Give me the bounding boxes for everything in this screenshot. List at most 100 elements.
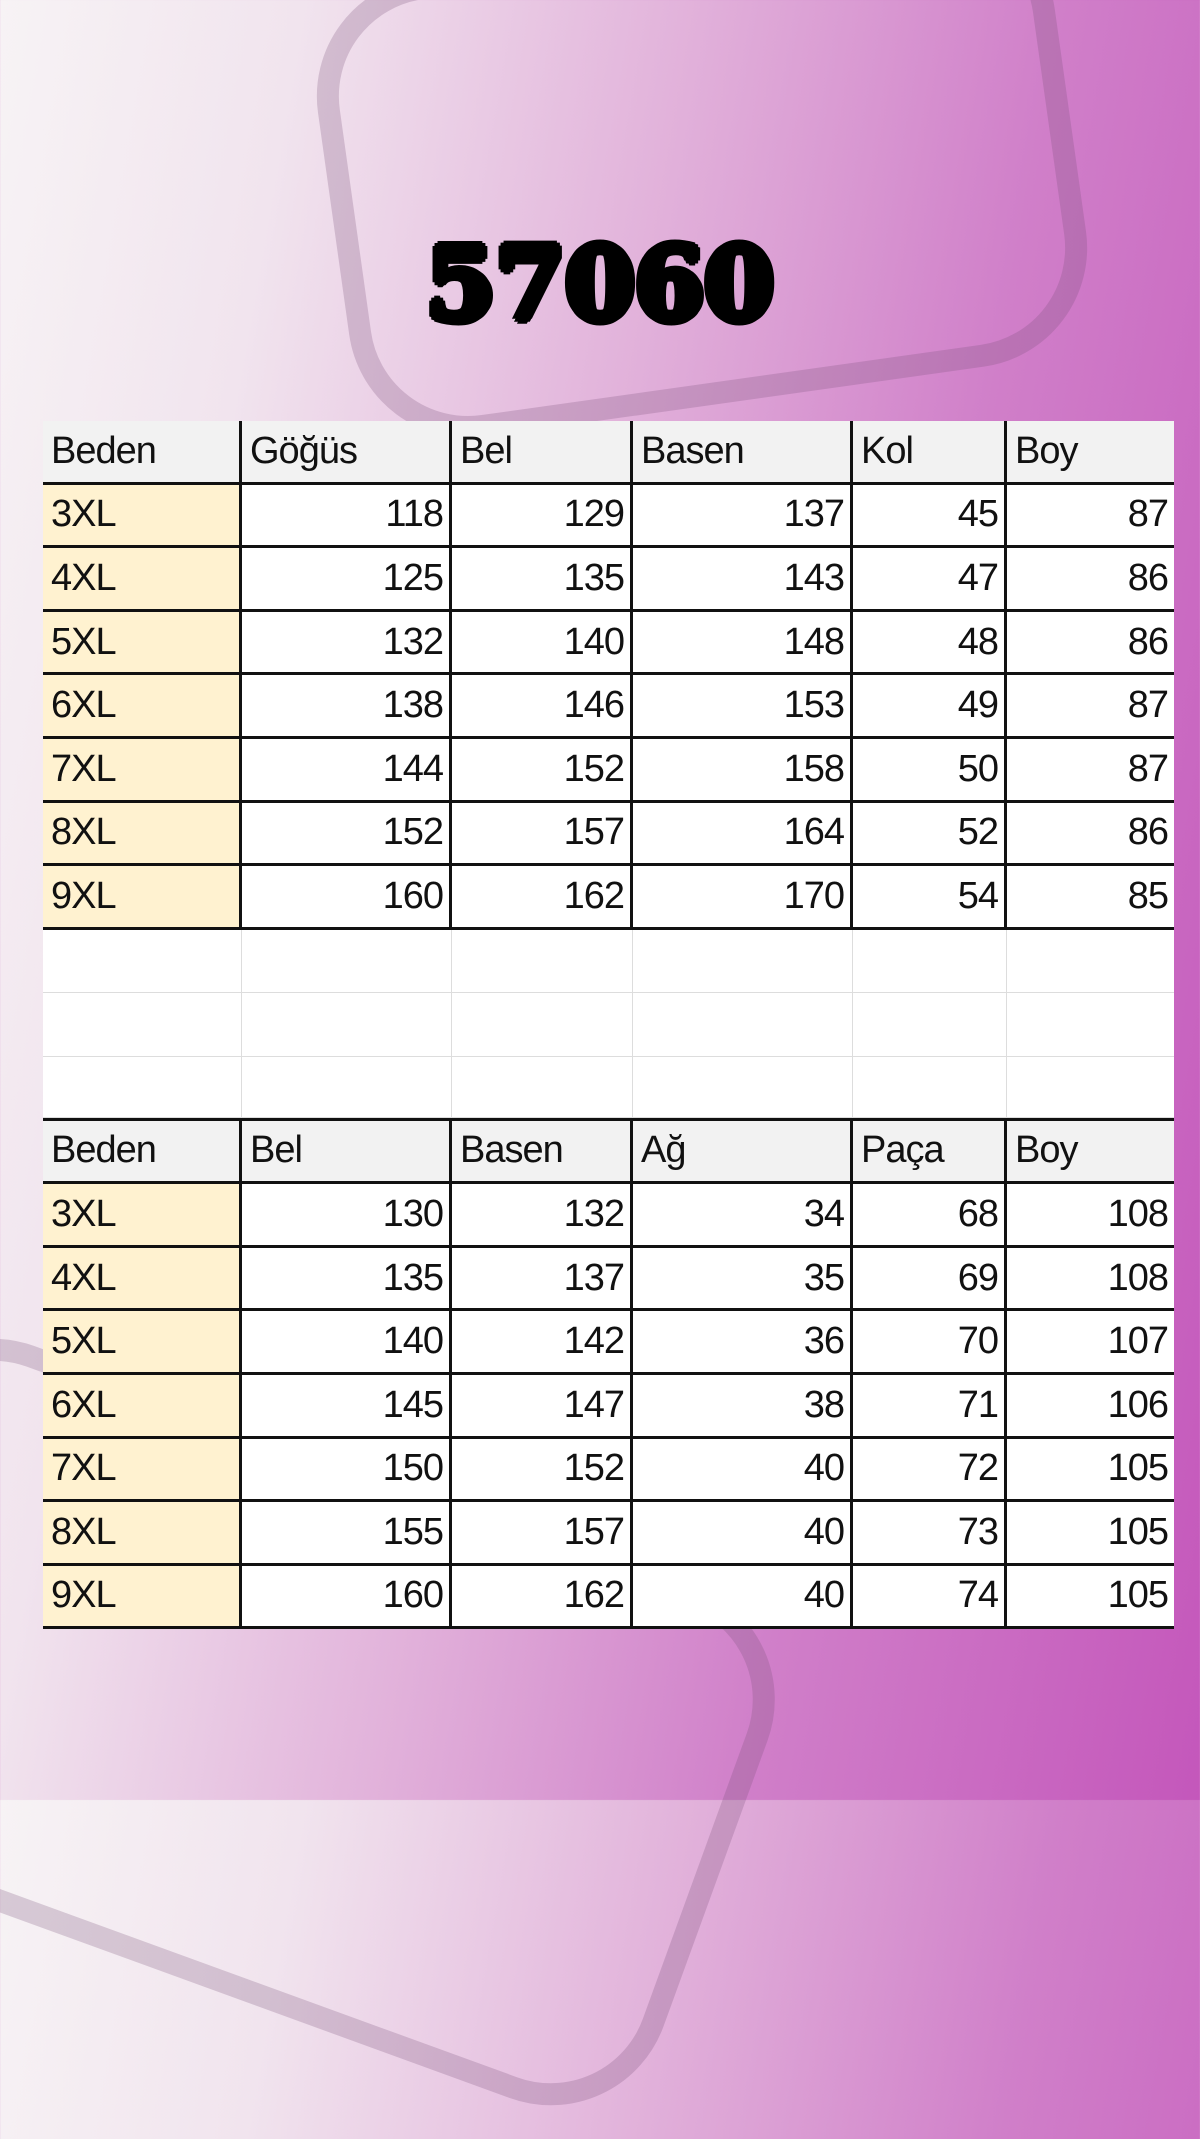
measurement-cell: 143 bbox=[633, 548, 853, 612]
measurement-cell: 72 bbox=[853, 1438, 1007, 1503]
size-cell: 3XL bbox=[43, 1184, 242, 1248]
measurement-cell: 85 bbox=[1007, 866, 1174, 930]
measurement-cell: 107 bbox=[1007, 1311, 1174, 1375]
measurement-cell: 160 bbox=[242, 1565, 452, 1630]
empty-rows bbox=[43, 929, 1174, 1121]
measurement-cell: 135 bbox=[242, 1247, 452, 1312]
size-cell: 9XL bbox=[43, 866, 242, 930]
measurement-cell: 105 bbox=[1007, 1566, 1174, 1630]
measurement-cell: 146 bbox=[452, 675, 633, 739]
table-row: 4XL 125 135 143 47 86 bbox=[43, 548, 1174, 612]
size-chart-sheet: Beden Göğüs Bel Basen Kol Boy 3XL 118 129 137 45 87… bbox=[43, 421, 1174, 1630]
measurement-cell: 152 bbox=[452, 738, 633, 803]
measurement-cell: 135 bbox=[452, 548, 633, 612]
measurement-cell: 40 bbox=[633, 1438, 853, 1503]
size-cell: 5XL bbox=[43, 1311, 242, 1375]
measurement-cell: 152 bbox=[242, 802, 452, 867]
measurement-cell: 35 bbox=[633, 1247, 853, 1312]
measurement-cell: 129 bbox=[452, 484, 633, 549]
table-row: 3XL 130 132 34 68 108 bbox=[43, 1184, 1174, 1248]
size-cell: 5XL bbox=[43, 611, 242, 676]
measurement-cell: 132 bbox=[452, 1184, 633, 1248]
measurement-cell: 137 bbox=[452, 1247, 633, 1312]
measurement-cell: 138 bbox=[242, 675, 452, 739]
measurement-cell: 40 bbox=[633, 1502, 853, 1566]
measurement-cell: 145 bbox=[242, 1374, 452, 1439]
table-row: 9XL 160 162 40 74 105 bbox=[43, 1565, 1174, 1630]
measurement-cell: 125 bbox=[242, 548, 452, 612]
measurement-cell: 86 bbox=[1007, 548, 1174, 612]
measurement-cell: 170 bbox=[633, 866, 853, 930]
table-row: 7XL 150 152 40 72 105 bbox=[43, 1438, 1174, 1503]
measurement-cell: 87 bbox=[1007, 675, 1174, 739]
header-row: Beden Bel Basen Ağ Paça Boy bbox=[43, 1120, 1174, 1185]
measurement-cell: 45 bbox=[853, 484, 1007, 549]
measurement-cell: 87 bbox=[1007, 485, 1174, 549]
size-cell: 6XL bbox=[43, 675, 242, 739]
column-header: Basen bbox=[452, 1120, 633, 1185]
size-cell: 4XL bbox=[43, 1247, 242, 1312]
measurement-cell: 86 bbox=[1007, 803, 1174, 867]
column-header: Ağ bbox=[633, 1120, 853, 1185]
column-header: Bel bbox=[242, 1120, 452, 1185]
column-header: Beden bbox=[43, 421, 242, 485]
column-header: Boy bbox=[1007, 1120, 1174, 1185]
table-row: 8XL 152 157 164 52 86 bbox=[43, 802, 1174, 867]
measurement-cell: 40 bbox=[633, 1565, 853, 1630]
column-header: Kol bbox=[853, 421, 1007, 485]
column-header: Basen bbox=[633, 421, 853, 485]
table-row: 6XL 145 147 38 71 106 bbox=[43, 1374, 1174, 1439]
measurement-cell: 162 bbox=[452, 1565, 633, 1630]
measurement-cell: 148 bbox=[633, 611, 853, 676]
measurement-cell: 157 bbox=[452, 802, 633, 867]
measurement-cell: 130 bbox=[242, 1184, 452, 1248]
size-table-bottom: Beden Bel Basen Ağ Paça Boy 3XL 130 132 34 68 108 4X… bbox=[43, 1120, 1174, 1630]
column-header: Boy bbox=[1007, 421, 1174, 485]
measurement-cell: 106 bbox=[1007, 1375, 1174, 1439]
product-code-title: 57060 bbox=[424, 223, 776, 345]
measurement-cell: 86 bbox=[1007, 612, 1174, 676]
measurement-cell: 105 bbox=[1007, 1439, 1174, 1503]
column-header: Beden bbox=[43, 1120, 242, 1185]
measurement-cell: 147 bbox=[452, 1374, 633, 1439]
column-header: Bel bbox=[452, 421, 633, 485]
measurement-cell: 142 bbox=[452, 1311, 633, 1375]
column-header: Göğüs bbox=[242, 421, 452, 485]
measurement-cell: 38 bbox=[633, 1374, 853, 1439]
header-row: Beden Göğüs Bel Basen Kol Boy bbox=[43, 421, 1174, 485]
table-row: 5XL 140 142 36 70 107 bbox=[43, 1311, 1174, 1375]
table-row: 3XL 118 129 137 45 87 bbox=[43, 484, 1174, 549]
size-cell: 7XL bbox=[43, 1438, 242, 1503]
measurement-cell: 36 bbox=[633, 1311, 853, 1375]
measurement-cell: 73 bbox=[853, 1502, 1007, 1566]
measurement-cell: 47 bbox=[853, 548, 1007, 612]
size-cell: 7XL bbox=[43, 738, 242, 803]
table-row: 6XL 138 146 153 49 87 bbox=[43, 675, 1174, 739]
measurement-cell: 153 bbox=[633, 675, 853, 739]
measurement-cell: 68 bbox=[853, 1184, 1007, 1248]
measurement-cell: 108 bbox=[1007, 1184, 1174, 1248]
size-cell: 4XL bbox=[43, 548, 242, 612]
measurement-cell: 132 bbox=[242, 611, 452, 676]
measurement-cell: 54 bbox=[853, 866, 1007, 930]
table-row: 5XL 132 140 148 48 86 bbox=[43, 611, 1174, 676]
measurement-cell: 157 bbox=[452, 1502, 633, 1566]
measurement-cell: 87 bbox=[1007, 739, 1174, 803]
size-cell: 8XL bbox=[43, 802, 242, 867]
measurement-cell: 150 bbox=[242, 1438, 452, 1503]
measurement-cell: 49 bbox=[853, 675, 1007, 739]
size-cell: 6XL bbox=[43, 1374, 242, 1439]
measurement-cell: 137 bbox=[633, 484, 853, 549]
measurement-cell: 152 bbox=[452, 1438, 633, 1503]
measurement-cell: 70 bbox=[853, 1311, 1007, 1375]
measurement-cell: 71 bbox=[853, 1374, 1007, 1439]
table-row: 7XL 144 152 158 50 87 bbox=[43, 738, 1174, 803]
measurement-cell: 52 bbox=[853, 802, 1007, 867]
measurement-cell: 160 bbox=[242, 866, 452, 930]
measurement-cell: 74 bbox=[853, 1565, 1007, 1630]
measurement-cell: 105 bbox=[1007, 1502, 1174, 1566]
measurement-cell: 34 bbox=[633, 1184, 853, 1248]
size-cell: 8XL bbox=[43, 1502, 242, 1566]
measurement-cell: 155 bbox=[242, 1502, 452, 1566]
size-cell: 9XL bbox=[43, 1565, 242, 1630]
